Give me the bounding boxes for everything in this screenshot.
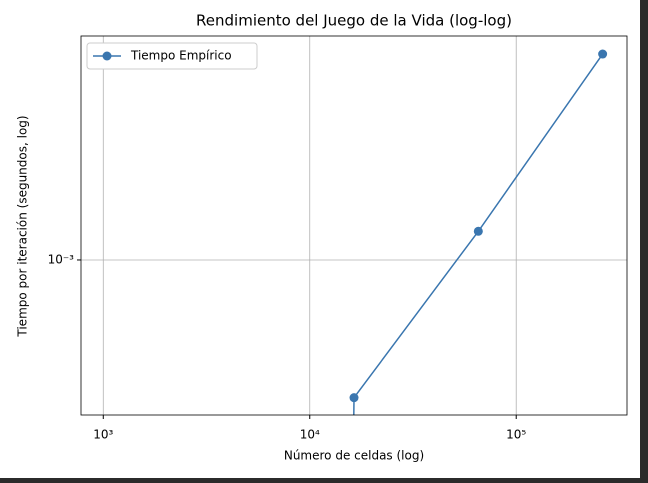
chart: Rendimiento del Juego de la Vida (log-lo…: [0, 0, 640, 478]
x-tick-label: 10⁴: [300, 428, 320, 442]
marker: [598, 49, 608, 59]
plot-frame: [80, 35, 628, 416]
marker: [349, 393, 359, 403]
marker: [473, 226, 483, 236]
plot-area: [349, 49, 608, 415]
legend-label: Tiempo Empírico: [130, 49, 232, 63]
legend-marker: [102, 51, 112, 61]
line: [353, 53, 604, 415]
legend: Tiempo Empírico: [86, 42, 258, 70]
x-tick-label: 10⁵: [506, 428, 526, 442]
x-axis-label: Número de celdas (log): [284, 449, 424, 463]
y-axis-label: Tiempo por iteración (segundos, log): [16, 115, 30, 337]
x-tick-label: 10³: [93, 428, 113, 442]
legend-box: [86, 42, 258, 70]
chart-title: Rendimiento del Juego de la Vida (log-lo…: [196, 12, 512, 30]
y-tick-label: 10⁻³: [48, 252, 75, 266]
